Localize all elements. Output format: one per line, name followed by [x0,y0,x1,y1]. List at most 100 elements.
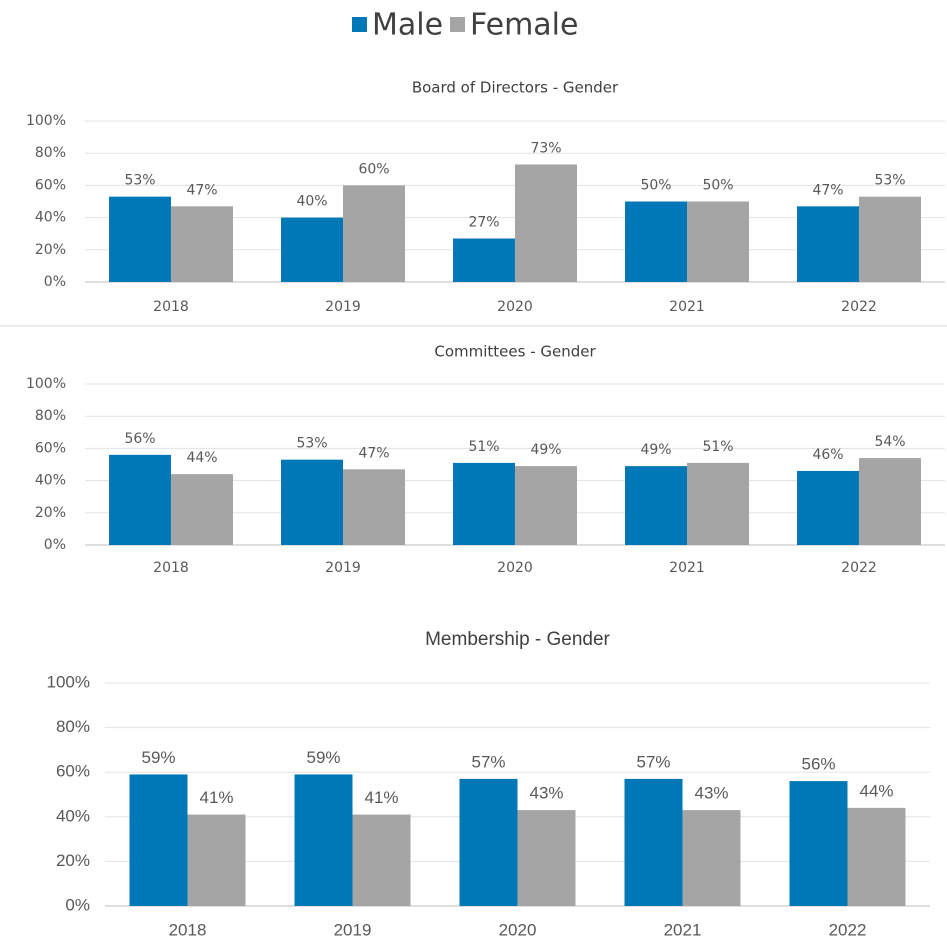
bar [453,238,515,282]
value-label: 49% [640,442,671,458]
bar [797,206,859,282]
y-tick-label: 60% [35,177,66,193]
value-label: 41% [364,788,398,807]
bar [687,201,749,282]
legend-swatch [450,17,465,32]
x-tick-label: 2021 [669,299,705,315]
x-tick-label: 2021 [669,560,705,576]
value-label: 53% [296,436,327,452]
value-label: 60% [358,161,389,177]
value-label: 59% [306,748,340,767]
value-label: 49% [530,442,561,458]
value-label: 44% [859,781,893,800]
y-tick-label: 100% [26,113,66,129]
bar [459,778,518,906]
bar [682,810,741,906]
value-label: 53% [124,173,155,189]
bar [352,814,411,906]
y-tick-label: 60% [56,762,90,781]
y-tick-label: 80% [35,408,66,424]
y-tick-label: 40% [35,210,66,226]
value-label: 53% [874,173,905,189]
value-label: 27% [468,215,499,231]
y-tick-label: 40% [35,473,66,489]
bar [859,458,921,545]
value-label: 59% [141,748,175,767]
x-tick-label: 2018 [153,299,189,315]
chart-title: Board of Directors - Gender [412,79,619,97]
y-tick-label: 60% [35,440,66,456]
x-tick-label: 2019 [325,560,361,576]
value-label: 56% [801,755,835,774]
value-label: 47% [186,182,217,198]
bar [687,462,749,545]
y-tick-label: 80% [35,145,66,161]
value-label: 57% [471,752,505,771]
bar [453,462,515,545]
chart-title: Committees - Gender [434,343,596,361]
bar [281,217,343,282]
value-label: 50% [702,178,733,194]
value-label: 54% [874,434,905,450]
y-tick-label: 100% [26,376,66,392]
y-tick-label: 20% [56,851,90,870]
value-label: 56% [124,431,155,447]
value-label: 44% [186,450,217,466]
bar [281,459,343,545]
legend-label: Male [372,8,443,43]
bar [129,774,188,906]
bar [109,196,171,282]
value-label: 41% [199,788,233,807]
legend-label: Female [470,8,578,43]
bar [171,206,233,282]
bar [789,781,848,906]
value-label: 43% [694,784,728,803]
value-label: 43% [529,784,563,803]
chart-title: Membership - Gender [425,629,610,650]
y-tick-label: 80% [56,717,90,736]
y-tick-label: 20% [35,242,66,258]
value-label: 51% [702,439,733,455]
bar [294,774,353,906]
bar [515,466,577,545]
legend-swatch [352,17,367,32]
value-label: 73% [530,140,561,156]
value-label: 46% [812,447,843,463]
bar [847,807,906,906]
bar [109,454,171,545]
x-tick-label: 2018 [153,560,189,576]
bar [859,196,921,282]
value-label: 47% [812,182,843,198]
x-tick-label: 2020 [497,560,533,576]
bar [171,474,233,545]
value-label: 57% [636,752,670,771]
x-tick-label: 2020 [497,299,533,315]
bar [517,810,576,906]
y-tick-label: 0% [44,537,66,553]
x-tick-label: 2022 [841,560,877,576]
x-tick-label: 2020 [499,920,537,939]
x-tick-label: 2022 [841,299,877,315]
y-tick-label: 100% [47,672,90,691]
x-tick-label: 2019 [325,299,361,315]
y-tick-label: 20% [35,505,66,521]
y-tick-label: 0% [44,274,66,290]
y-tick-label: 40% [56,806,90,825]
x-tick-label: 2018 [169,920,207,939]
bar [187,814,246,906]
x-tick-label: 2021 [664,920,702,939]
bar [515,164,577,282]
bar [624,778,683,906]
x-tick-label: 2019 [334,920,372,939]
value-label: 40% [296,194,327,210]
bar [343,185,405,282]
bar [625,201,687,282]
bar [625,466,687,545]
value-label: 51% [468,439,499,455]
y-tick-label: 0% [65,895,90,914]
value-label: 50% [640,178,671,194]
x-tick-label: 2022 [829,920,867,939]
value-label: 47% [358,445,389,461]
bar [343,469,405,545]
